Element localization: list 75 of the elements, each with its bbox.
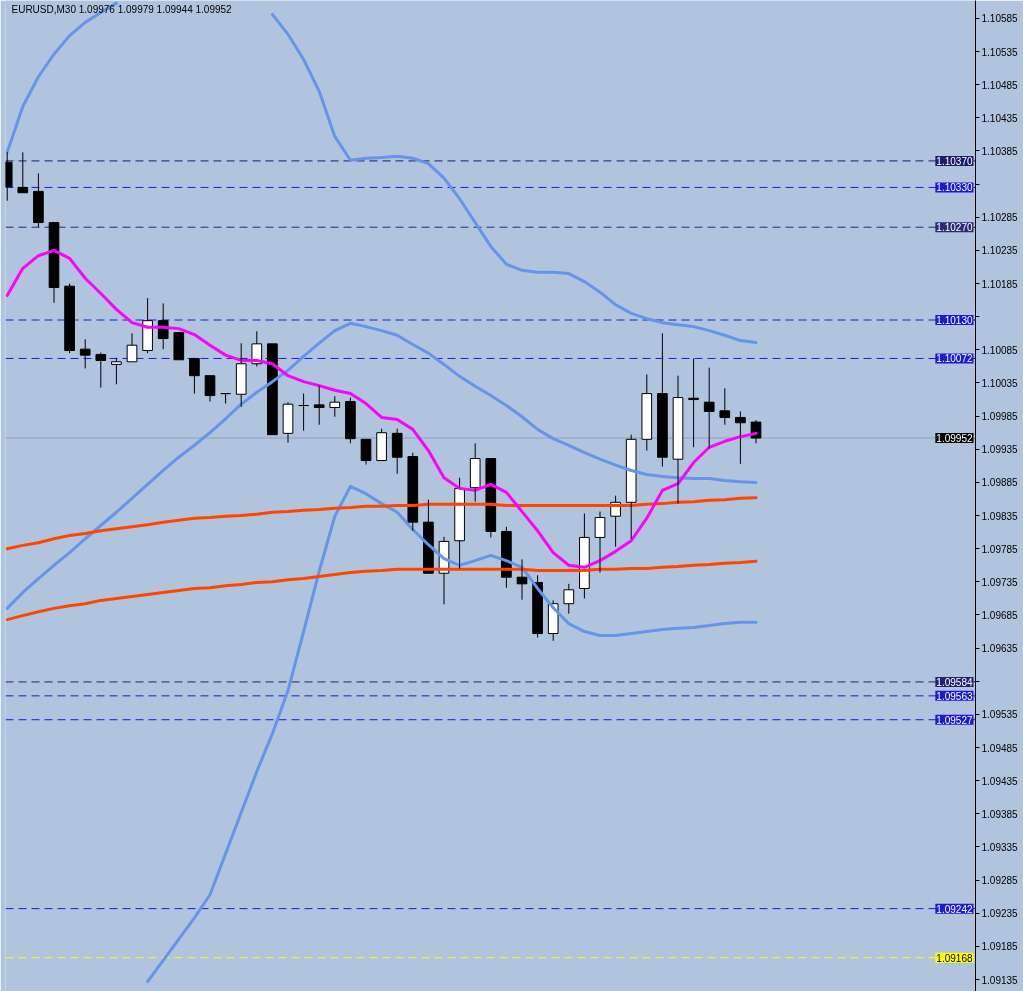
y-tick-label: 1.10585 — [981, 13, 1019, 25]
candlestick — [95, 351, 107, 389]
candlestick — [657, 332, 668, 467]
y-tick-label: 1.09235 — [981, 908, 1019, 920]
y-tick-label: 1.09885 — [981, 477, 1019, 489]
y-tick-label: 1.09285 — [981, 875, 1019, 887]
candlestick — [594, 511, 606, 574]
y-tick-label: 1.09435 — [981, 775, 1019, 787]
y-tick-label: 1.10185 — [981, 278, 1019, 290]
ref-line-label: 1.09584 — [936, 676, 973, 688]
ref-line-label: 1.09168 — [936, 952, 973, 964]
ref-line-label: 1.10072 — [936, 353, 973, 365]
y-tick-label: 1.09985 — [981, 411, 1019, 423]
candlestick — [719, 387, 731, 426]
y-tick-label: 1.09535 — [981, 709, 1019, 721]
candlestick — [79, 338, 91, 369]
candlestick — [313, 385, 325, 426]
candlestick — [376, 428, 387, 462]
candlestick — [454, 477, 465, 570]
candlestick — [189, 357, 200, 395]
candlestick — [142, 297, 153, 354]
y-tick-label: 1.10385 — [981, 145, 1019, 157]
candlestick — [407, 452, 419, 532]
ref-line-label: 1.10370 — [936, 155, 973, 167]
line-series — [5, 321, 758, 610]
candlestick — [672, 375, 684, 505]
ref-line-label: 1.10270 — [936, 222, 973, 234]
y-tick-label: 1.09185 — [981, 941, 1019, 953]
y-tick-label: 1.09385 — [981, 808, 1019, 820]
candlestick — [111, 357, 122, 385]
candlestick — [173, 332, 185, 361]
y-tick-label: 1.09935 — [981, 444, 1019, 456]
y-tick-label: 1.10035 — [981, 377, 1019, 389]
ref-line-label: 1.10330 — [936, 182, 973, 194]
candlestick — [688, 357, 699, 448]
candlestick — [329, 395, 341, 418]
candlestick — [298, 393, 309, 432]
candlestick — [17, 151, 29, 194]
y-tick-label: 1.10235 — [981, 245, 1019, 257]
candlestick — [360, 438, 372, 466]
y-tick-label: 1.09635 — [981, 643, 1019, 655]
line-series — [5, 559, 758, 622]
y-tick-label: 1.10435 — [981, 112, 1019, 124]
candlestick — [532, 574, 543, 639]
y-tick-label: 1.10285 — [981, 212, 1019, 224]
candlestick — [126, 332, 138, 363]
ref-line-label: 1.09242 — [936, 903, 973, 915]
line-series — [5, 496, 758, 551]
candlestick — [703, 367, 715, 450]
y-tick-label: 1.09135 — [981, 974, 1019, 986]
line-series — [146, 484, 758, 984]
ref-line-label: 1.10130 — [936, 315, 973, 327]
candlestick — [485, 458, 497, 538]
candlestick — [267, 343, 278, 436]
ref-line-label: 1.09952 — [936, 433, 973, 444]
candlestick — [563, 583, 575, 615]
ref-line-label: 1.09527 — [936, 714, 973, 726]
y-tick-label: 1.09685 — [981, 609, 1019, 621]
y-tick-label: 1.10535 — [981, 46, 1019, 58]
y-tick-label: 1.09785 — [981, 543, 1019, 555]
candlestick — [235, 342, 247, 408]
y-tick-label: 1.10085 — [981, 344, 1019, 356]
y-tick-label: 1.09835 — [981, 510, 1019, 522]
ref-line-label: 1.09563 — [936, 690, 973, 702]
chart-title: EURUSD,M30 1.09976 1.09979 1.09944 1.09952 — [11, 3, 233, 15]
y-tick-label: 1.09335 — [981, 841, 1019, 853]
candlestick — [735, 410, 746, 465]
y-tick-label: 1.10485 — [981, 79, 1019, 91]
y-tick-label: 1.09485 — [981, 742, 1019, 754]
y-tick-label: 1.09735 — [981, 576, 1019, 588]
candlestick — [469, 442, 481, 503]
candlestick — [282, 401, 294, 444]
candlestick — [641, 373, 653, 452]
candlestick — [220, 393, 231, 405]
candlestick — [204, 375, 216, 403]
